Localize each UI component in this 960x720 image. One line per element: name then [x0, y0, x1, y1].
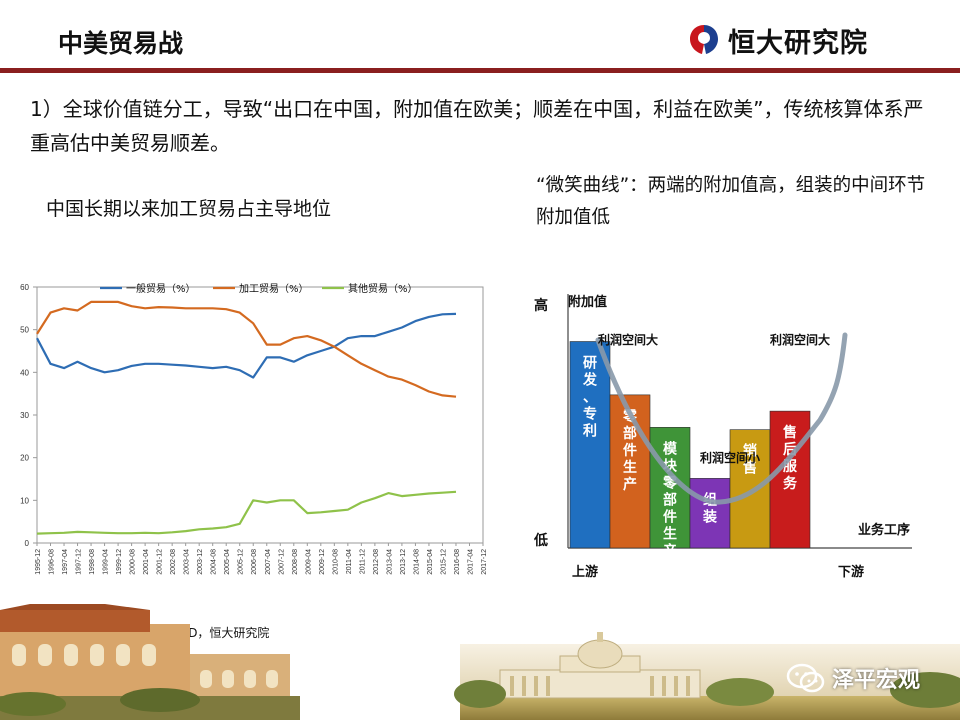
- bar-6: [769, 410, 811, 549]
- legend-label: 加工贸易（%）: [239, 283, 309, 295]
- x-tick-label: 2003-04: [184, 549, 191, 575]
- x-tick-label: 1997-12: [76, 549, 83, 575]
- right-chart-caption: “微笑曲线”：两端的附加值高，组装的中间环节附加值低: [536, 175, 926, 228]
- trade-share-line-chart: 0 10 20 30 40 50 60 1995-12 1996-08 1997-04 1997-1…: [20, 282, 488, 575]
- y-high-label: 高: [534, 297, 548, 314]
- y-tick-label: 60: [20, 283, 29, 292]
- curve-annotation: 利润空间小: [700, 450, 760, 465]
- left-chart-caption: 中国长期以来加工贸易占主导地位: [46, 198, 332, 220]
- bar-5: [729, 429, 771, 549]
- x-tick-label: 1999-04: [103, 549, 110, 575]
- y-tick-label: 30: [20, 411, 29, 420]
- x-tick-label: 2013-04: [386, 549, 393, 575]
- x-tick-label: 2014-08: [413, 549, 420, 575]
- bar-2: [609, 394, 651, 549]
- x-tick-label: 2007-04: [265, 549, 272, 575]
- x-tick-label: 1999-12: [116, 549, 123, 575]
- y-tick-label: 20: [20, 454, 29, 463]
- series-line-1: [36, 312, 457, 379]
- x-tick-label: 1995-12: [35, 549, 42, 575]
- x-tick-label: 2015-04: [427, 549, 434, 575]
- bar-1: [569, 341, 611, 549]
- x-tick-label: 2017-04: [467, 549, 474, 575]
- x-tick-label: 2011-12: [359, 549, 366, 574]
- legend-label: 一般贸易（%）: [126, 282, 196, 295]
- brand: 恒大研究院: [686, 20, 868, 60]
- bar-4: [689, 478, 731, 549]
- y-tick-label: 0: [25, 539, 30, 548]
- wechat-account-name: 泽平宏观: [832, 668, 921, 693]
- data-source-note: 资料来源： WIND，恒大研究院: [100, 626, 270, 640]
- x-tick-label: 2012-08: [373, 549, 380, 575]
- bar-label: 销售: [742, 443, 757, 477]
- x-tick-label: 2006-08: [251, 549, 258, 575]
- x-tick-label: 2005-04: [224, 549, 231, 575]
- bar-label: 研发、专利: [582, 356, 598, 440]
- curve-annotation: 利润空间大: [598, 332, 658, 347]
- evergrande-logo-icon: [690, 25, 718, 54]
- smile-curve-chart: 研发、专利零部件生产模块零部件生产组装销售售后服务利润空间大利润空间小利润空间大…: [533, 294, 912, 580]
- curve-annotation: 利润空间大: [770, 332, 830, 347]
- y-low-label: 低: [533, 532, 548, 549]
- y-tick-label: 40: [20, 368, 29, 377]
- x-tick-label: 2016-08: [454, 549, 461, 575]
- x-tick-label: 2013-12: [400, 549, 407, 575]
- series-line-2: [36, 300, 457, 398]
- plot-frame: [36, 286, 484, 544]
- x-tick-label: 2004-08: [211, 549, 218, 575]
- x-tick-label: 1996-08: [49, 549, 56, 575]
- x-end-label: 下游: [838, 564, 864, 580]
- header-divider: [0, 68, 960, 73]
- series-line-3: [36, 490, 457, 535]
- bar-label: 组装: [702, 491, 718, 525]
- x-tick-label: 2015-12: [440, 549, 447, 575]
- x-tick-label: 2017-12: [481, 549, 488, 575]
- y-tick-label: 10: [20, 496, 29, 505]
- x-tick-label: 2005-12: [238, 549, 245, 575]
- x-tick-label: 2000-08: [130, 549, 137, 575]
- main-point-text: 1）全球价值链分工，导致“出口在中国，附加值在欧美；顺差在中国，利益在欧美”，传…: [30, 97, 924, 155]
- x-start-label: 上游: [572, 564, 598, 580]
- header: 中美贸易战 恒大研究院: [0, 0, 960, 74]
- x-tick-label: 2009-04: [305, 549, 312, 575]
- x-tick-label: 2011-04: [346, 549, 353, 574]
- x-tick-label: 2008-08: [292, 549, 299, 575]
- page-title: 中美贸易战: [58, 29, 184, 58]
- y-axis-title: 附加值: [568, 294, 607, 310]
- bar-label: 模块零部件生产: [662, 440, 678, 559]
- smile-curve-line: [595, 332, 848, 505]
- x-tick-label: 2001-04: [143, 549, 150, 575]
- y-tick-label: 50: [20, 326, 29, 335]
- x-tick-label: 1997-04: [62, 549, 69, 575]
- x-tick-label: 2003-12: [197, 549, 204, 575]
- x-tick-label: 2002-08: [170, 549, 177, 575]
- brand-name: 恒大研究院: [728, 27, 868, 59]
- x-tick-label: 2009-12: [319, 549, 326, 575]
- wechat-watermark: 泽平宏观: [786, 662, 920, 694]
- x-tick-label: 2010-08: [332, 549, 339, 575]
- legend-label: 其他贸易（%）: [348, 282, 418, 295]
- x-axis-title: 业务工序: [858, 522, 910, 538]
- x-tick-label: 2007-12: [278, 549, 285, 575]
- x-tick-label: 2001-12: [157, 549, 164, 575]
- wechat-icon: [786, 663, 825, 693]
- x-tick-label: 1998-08: [89, 549, 96, 575]
